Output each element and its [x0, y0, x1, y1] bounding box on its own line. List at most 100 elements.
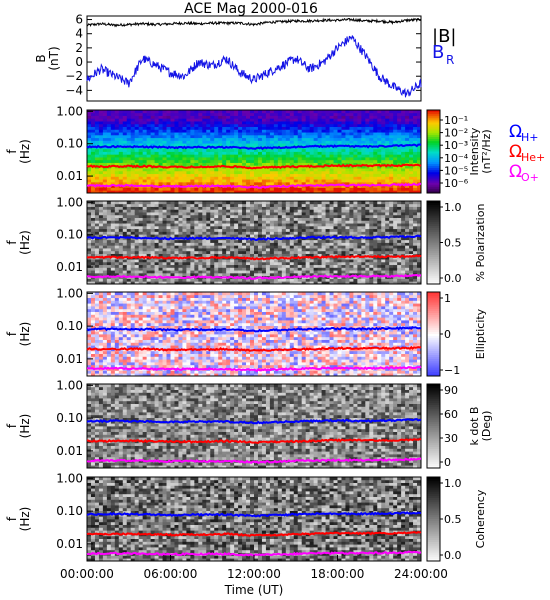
heatmap-cell [134, 278, 140, 282]
heatmap-cell [381, 181, 386, 186]
heatmap-cell [325, 157, 330, 161]
heatmap-cell [214, 159, 219, 163]
heatmap-cell [154, 203, 159, 207]
heatmap-cell [254, 242, 259, 246]
heatmap-cell [401, 129, 406, 133]
heatmap-cell [301, 162, 307, 166]
heatmap-cell [257, 250, 263, 254]
heatmap-cell [122, 206, 128, 210]
heatmap-cell [341, 220, 346, 224]
heatmap-cell [313, 242, 319, 246]
heatmap-cell [281, 154, 287, 158]
heatmap-cell [102, 209, 108, 213]
heatmap-cell [190, 270, 195, 274]
heatmap-cell [289, 234, 295, 238]
heatmap-cell [102, 250, 108, 254]
heatmap-cell [349, 110, 354, 114]
heatmap-cell [289, 217, 295, 221]
heatmap-cell [146, 250, 152, 254]
heatmap-cell [325, 264, 330, 268]
heatmap-cell [333, 157, 338, 161]
heatmap-cell [333, 165, 338, 169]
heatmap-cell [397, 209, 402, 213]
heatmap-cell [357, 145, 362, 150]
heatmap-cell [94, 261, 100, 266]
heatmap-cell [325, 209, 330, 213]
heatmap-cell [230, 203, 235, 207]
heatmap-cell [87, 126, 92, 130]
heatmap-cell [162, 242, 167, 246]
heatmap-cell [325, 159, 330, 163]
heatmap-cell [206, 270, 211, 274]
heatmap-cell [174, 270, 179, 274]
heatmap-cell [269, 170, 275, 175]
heatmap-cell [281, 214, 287, 218]
heatmap-cell [122, 270, 128, 274]
heatmap-cell [254, 239, 259, 243]
heatmap-cell [110, 134, 116, 139]
heatmap-cell [170, 134, 175, 139]
heatmap-cell [389, 242, 394, 246]
heatmap-cell [194, 121, 199, 125]
heatmap-cell [122, 126, 128, 130]
heatmap-cell [194, 181, 199, 186]
heatmap-cell [174, 228, 179, 232]
heatmap-cell [285, 137, 291, 141]
heatmap-cell [242, 115, 247, 119]
heatmap-cell [293, 148, 299, 152]
heatmap-cell [178, 151, 183, 155]
heatmap-cell [325, 259, 330, 263]
heatmap-cell [361, 245, 366, 249]
heatmap-cell [269, 121, 275, 125]
heatmap-cell [146, 206, 152, 210]
heatmap-cell [174, 259, 179, 263]
heatmap-cell [138, 132, 144, 136]
heatmap-cell [417, 110, 422, 114]
heatmap-cell [234, 118, 239, 122]
heatmap-cell [321, 278, 326, 282]
heatmap-cell [265, 126, 271, 130]
heatmap-cell [409, 154, 414, 158]
heatmap-cell [158, 134, 163, 139]
heatmap-cell [87, 132, 92, 136]
heatmap-cell [254, 203, 259, 207]
heatmap-cell [130, 112, 136, 116]
heatmap-cell [301, 179, 307, 183]
heatmap-cell [381, 143, 386, 147]
heatmap-cell [385, 261, 390, 266]
heatmap-cell [301, 206, 307, 210]
heatmap-cell [142, 234, 148, 238]
heatmap-cell [277, 267, 283, 271]
heatmap-cell [353, 173, 358, 177]
heatmap-cell [186, 259, 191, 263]
heatmap-cell [345, 267, 350, 271]
heatmap-cell [150, 272, 155, 277]
heatmap-cell [313, 134, 319, 139]
heatmap-cell [142, 173, 148, 177]
heatmap-cell [389, 214, 394, 218]
heatmap-cell [142, 281, 148, 285]
heatmap-cell [87, 259, 92, 263]
heatmap-cell [261, 162, 267, 166]
heatmap-cell [393, 112, 398, 116]
heatmap-cell [242, 223, 247, 227]
heatmap-cell [110, 123, 116, 127]
heatmap-cell [353, 248, 358, 252]
heatmap-cell [190, 157, 195, 161]
y-tick-label: −2 [65, 69, 83, 83]
heatmap-cell [186, 148, 191, 152]
heatmap-cell [289, 159, 295, 163]
heatmap-cell [401, 140, 406, 144]
heatmap-cell [317, 209, 322, 213]
heatmap-cell [98, 176, 104, 180]
heatmap-cell [285, 264, 291, 268]
heatmap-cell [357, 168, 362, 172]
heatmap-cell [301, 129, 307, 133]
heatmap-cell [250, 176, 255, 180]
heatmap-cell [242, 212, 247, 216]
heatmap-cell [297, 236, 303, 241]
heatmap-cell [134, 248, 140, 252]
heatmap-cell [273, 129, 279, 133]
heatmap-cell [122, 212, 128, 216]
heatmap-cell [234, 264, 239, 268]
